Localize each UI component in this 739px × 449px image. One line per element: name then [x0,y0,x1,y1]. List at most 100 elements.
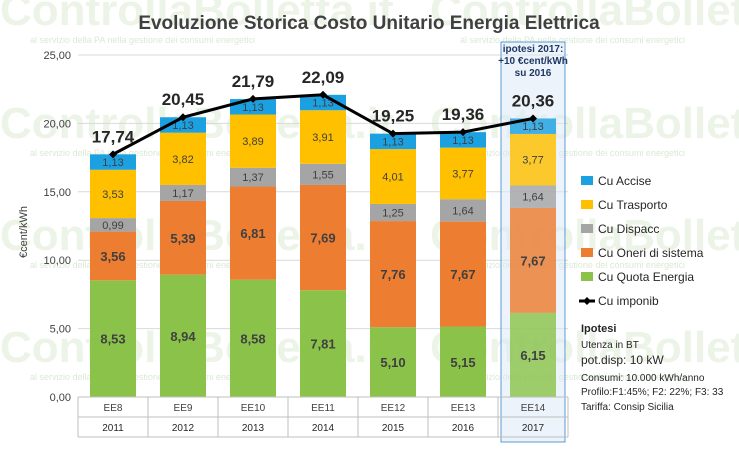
bar-segment [230,186,276,280]
bar-data-label: 5,39 [170,231,195,246]
bar-data-label: 8,58 [240,331,265,346]
x-tick-label: EE11 [311,403,335,414]
line-point [249,94,257,103]
y-tick-label: 20,00 [43,118,71,130]
highlight-label: su 2016 [515,68,552,79]
bar-data-label: 1,13 [242,102,263,114]
bar-segment [160,132,206,185]
line-data-label: 20,36 [512,91,555,110]
x-year-label: 2012 [172,423,195,434]
bar-segment [230,167,276,187]
bar-segment [160,184,206,201]
watermark-tagline: al servizio della PA nella gestione dei … [460,148,685,158]
bar-segment [440,132,486,148]
bar-data-label: 1,13 [172,120,193,132]
watermark-brand: ControllaBolletta.it [430,0,739,35]
bar-segment [440,147,486,200]
bar-data-label: 1,25 [382,208,403,220]
bar-segment [510,185,556,208]
legend-label: Cu Quota Energia [598,270,694,284]
bar-data-label: 7,67 [520,253,545,268]
x-year-label: 2014 [312,423,335,434]
watermark-tagline: al servizio della PA nella gestione dei … [460,372,685,382]
watermark-tagline: al servizio della PA nella gestione dei … [460,260,685,270]
bar-data-label: 1,17 [172,188,193,200]
line-point [109,150,117,159]
bar-data-label: 1,13 [522,121,543,133]
bar-data-label: 3,56 [100,249,125,264]
x-tick-label: EE9 [174,403,193,414]
bar-segment [510,207,556,313]
bar-data-label: 3,89 [242,136,263,148]
bar-data-label: 3,77 [452,168,473,180]
bar-data-label: 7,76 [380,267,405,282]
x-year-label: 2017 [522,423,545,434]
bar-data-label: 5,10 [380,355,405,370]
line-data-label: 22,09 [302,68,345,87]
bar-data-label: 6,81 [240,226,265,241]
bar-segment [370,327,416,397]
y-tick-label: 5,00 [50,324,71,336]
bar-segment [160,117,206,133]
bar-segment [440,221,486,327]
line-point [529,114,537,123]
y-axis-label: €cent/kWh [18,206,30,258]
bar-data-label: 1,55 [312,169,333,181]
bar-segment [300,290,346,397]
bar-data-label: 8,94 [170,329,196,344]
bar-data-label: 3,91 [312,132,333,144]
bar-segment [90,154,136,170]
bar-segment [370,149,416,204]
bar-segment [510,133,556,186]
chart-title: Evoluzione Storica Costo Unitario Energi… [138,13,600,34]
bar-segment [370,133,416,150]
legend-swatch [581,176,593,185]
bars: 8,53 3,56 0,99 3,53 1,13 8,94 5,39 1,17 3,82 1,13… [90,94,556,397]
legend-swatch [581,224,593,233]
notes-tariffa: Tariffa: Consip Sicilia [581,402,674,413]
y-tick-label: 15,00 [43,187,71,199]
bar-data-label: 3,82 [172,154,193,166]
notes: Ipotesi Utenza in BT pot.disp: 10 kW Con… [581,323,724,413]
watermark-tagline: al servizio della PA nella gestione dei … [30,260,255,270]
bar-segment [160,200,206,275]
line-point [459,128,467,137]
bar-data-label: 3,77 [522,155,543,167]
line-point [389,129,397,138]
notes-consumi: Consumi: 10.000 kWh/anno [581,373,705,384]
legend-label: Cu imponib [598,294,659,308]
x-year-label: 2013 [242,423,265,434]
legend-swatch [581,272,593,281]
line-data-label: 19,36 [442,105,485,124]
watermark-tagline: al servizio della PA nella gestione dei … [30,148,255,158]
line-data-label: 21,79 [232,72,275,91]
bar-segment [90,169,136,219]
bar-data-label: 1,13 [382,136,403,148]
x-tick-label: EE14 [521,403,546,414]
legend-line-marker [583,297,591,305]
bar-data-label: 7,67 [450,267,475,282]
x-year-label: 2016 [452,423,475,434]
legend-label: Cu Dispacc [598,222,659,236]
x-tick-label: EE13 [451,403,476,414]
x-tick-label: EE8 [104,403,123,414]
bar-data-label: 8,53 [100,332,125,347]
bar-data-label: 1,37 [242,172,263,184]
bar-data-label: 5,15 [450,355,475,370]
bar-data-label: 1,64 [452,205,473,217]
line-data-label: 20,45 [162,90,205,109]
bar-data-label: 0,99 [102,220,123,232]
notes-utenza: Utenza in BT [581,340,639,351]
notes-profilo: Profilo:F1:45%; F2: 22%; F3: 33 [581,387,724,398]
watermark-tagline: al servizio della PA nella gestione dei … [460,35,685,45]
highlight-label: ipotesi 2017: [503,44,564,55]
axes: 0,00 5,00 10,00 15,00 20,00 25,00 EE8 2011 EE9 20… [43,50,569,438]
bar-segment [510,118,556,134]
bar-data-label: 7,69 [310,231,335,246]
bar-data-label: 1,13 [452,135,473,147]
legend: Cu Accise Cu Trasporto Cu Dispacc Cu Oneri … [579,174,704,308]
bar-segment [300,94,346,111]
y-tick-label: 0,00 [50,392,71,404]
bar-segment [300,163,346,185]
